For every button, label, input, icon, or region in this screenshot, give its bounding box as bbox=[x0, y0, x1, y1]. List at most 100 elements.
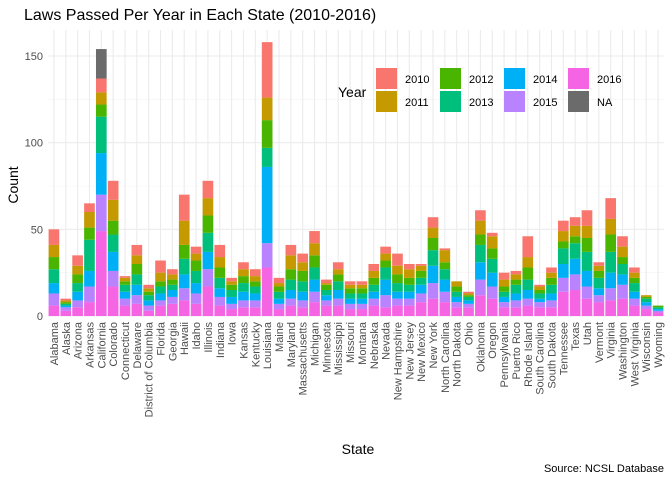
y-tick-label: 150 bbox=[25, 51, 43, 63]
bar-segment-2010 bbox=[48, 229, 60, 245]
bar-segment-2012 bbox=[60, 302, 72, 304]
bar-segment-2011 bbox=[344, 284, 356, 289]
bar-segment-2014 bbox=[403, 291, 415, 299]
bar-segment-2014 bbox=[95, 153, 107, 195]
x-tick-label: Delaware bbox=[132, 322, 144, 368]
bar-segment-2013 bbox=[60, 303, 72, 306]
x-tick-label: Nebraska bbox=[369, 321, 381, 369]
bar-segment-2015 bbox=[415, 293, 427, 303]
bar-segment-2015 bbox=[344, 303, 356, 310]
bar-segment-2015 bbox=[403, 298, 415, 306]
bar-segment-2010 bbox=[415, 264, 427, 266]
bar-segment-2011 bbox=[167, 274, 178, 280]
bar-segment-2010 bbox=[309, 231, 320, 244]
bar-segment-2012 bbox=[95, 104, 107, 117]
bar-segment-2016 bbox=[463, 307, 474, 316]
bar-segment-2012 bbox=[131, 264, 143, 275]
bar-segment-2016 bbox=[427, 298, 439, 316]
bar-segment-2015 bbox=[202, 269, 214, 287]
bar-segment-2015 bbox=[249, 300, 261, 308]
bar-segment-2012 bbox=[380, 260, 391, 268]
bar-segment-2016 bbox=[569, 290, 581, 316]
bar-segment-2013 bbox=[48, 269, 60, 284]
bar-segment-2014 bbox=[131, 284, 143, 296]
bar-segment-2012 bbox=[463, 295, 474, 297]
x-tick-label: Florida bbox=[156, 321, 168, 356]
x-tick-label: Wisconsin bbox=[641, 322, 653, 372]
legend-key-2011 bbox=[376, 91, 397, 112]
bar-segment-2015 bbox=[510, 300, 522, 308]
bar-segment-2010 bbox=[581, 210, 593, 226]
x-tick-label: Missouri bbox=[345, 322, 357, 363]
bar-segment-2012 bbox=[510, 279, 522, 285]
bar-segment-2010 bbox=[605, 198, 617, 219]
bar-segment-2012 bbox=[640, 296, 652, 299]
bar-segment-2014 bbox=[534, 298, 545, 303]
bar-segment-2013 bbox=[202, 232, 214, 252]
bar-segment-2015 bbox=[427, 283, 439, 299]
bar-segment-2011 bbox=[617, 246, 628, 258]
bar-segment-2015 bbox=[522, 298, 534, 306]
bar-segment-2013 bbox=[439, 269, 451, 280]
bar-segment-2011 bbox=[202, 198, 214, 216]
bar-segment-2013 bbox=[214, 277, 226, 289]
bar-segment-2012 bbox=[285, 269, 297, 280]
bar-segment-2011 bbox=[439, 250, 451, 263]
y-tick-label: 0 bbox=[37, 311, 43, 323]
bar-segment-2012 bbox=[593, 270, 605, 278]
bar-segment-2011 bbox=[569, 225, 581, 237]
bar-segment-2011 bbox=[415, 265, 427, 271]
x-tick-label: Tennessee bbox=[558, 322, 570, 375]
bar-segment-2014 bbox=[226, 296, 237, 304]
bar-segment-2014 bbox=[261, 166, 273, 244]
x-tick-label: New Jersey bbox=[404, 322, 416, 380]
bar-segment-2015 bbox=[238, 300, 249, 308]
y-axis-ticks: 0 50 100 150 bbox=[25, 51, 43, 323]
bar-segment-2015 bbox=[546, 300, 557, 308]
bar-segment-2015 bbox=[463, 303, 474, 308]
bar-segment-2011 bbox=[48, 244, 60, 258]
bar-segment-2010 bbox=[261, 42, 273, 98]
legend-key-2012 bbox=[440, 68, 461, 89]
bar-segment-2015 bbox=[48, 293, 60, 306]
x-tick-label: South Carolina bbox=[535, 321, 547, 395]
bar-segment-2010 bbox=[60, 298, 72, 301]
bar-segment-2015 bbox=[569, 274, 581, 290]
bar-segment-2013 bbox=[238, 283, 249, 292]
bar-segment-2013 bbox=[463, 296, 474, 301]
bar-segment-2016 bbox=[522, 305, 534, 316]
bar-segment-2013 bbox=[107, 234, 119, 252]
bar-segment-2012 bbox=[652, 305, 664, 308]
bar-segment-2012 bbox=[167, 279, 178, 285]
bar-segment-2014 bbox=[451, 296, 463, 303]
bar-segment-2010 bbox=[226, 277, 237, 282]
bar-segment-2016 bbox=[202, 286, 214, 316]
bar-segment-2014 bbox=[617, 274, 628, 285]
legend-key-2015 bbox=[504, 91, 525, 112]
bar-segment-2010 bbox=[285, 244, 297, 256]
x-tick-label: Kentucky bbox=[250, 322, 262, 368]
bar-segment-2015 bbox=[605, 288, 617, 301]
bar-segment-2016 bbox=[190, 303, 202, 316]
bar-segment-2011 bbox=[297, 262, 309, 271]
x-tick-label: Pennsylvania bbox=[499, 321, 511, 387]
bar-segment-2011 bbox=[226, 281, 237, 285]
x-tick-label: Idaho bbox=[191, 322, 203, 350]
bar-segment-2015 bbox=[640, 305, 652, 310]
bar-segment-2015 bbox=[131, 295, 143, 304]
bar-segment-2015 bbox=[167, 296, 178, 304]
legend-title: Year bbox=[338, 84, 367, 100]
bar-segment-2012 bbox=[557, 241, 569, 249]
bar-segment-2013 bbox=[285, 279, 297, 290]
bar-segment-2016 bbox=[403, 305, 415, 316]
bar-segment-2012 bbox=[546, 277, 557, 285]
bar-segment-2010 bbox=[273, 277, 285, 284]
bar-segment-2012 bbox=[475, 234, 486, 245]
x-tick-label: Wyoming bbox=[653, 322, 665, 368]
bar-segment-2015 bbox=[107, 270, 119, 287]
bar-segment-2012 bbox=[415, 270, 427, 278]
x-tick-label: Montana bbox=[357, 321, 369, 365]
bar-segment-2014 bbox=[605, 272, 617, 289]
bar-segment-2014 bbox=[285, 290, 297, 299]
bar-segment-2016 bbox=[261, 267, 273, 316]
